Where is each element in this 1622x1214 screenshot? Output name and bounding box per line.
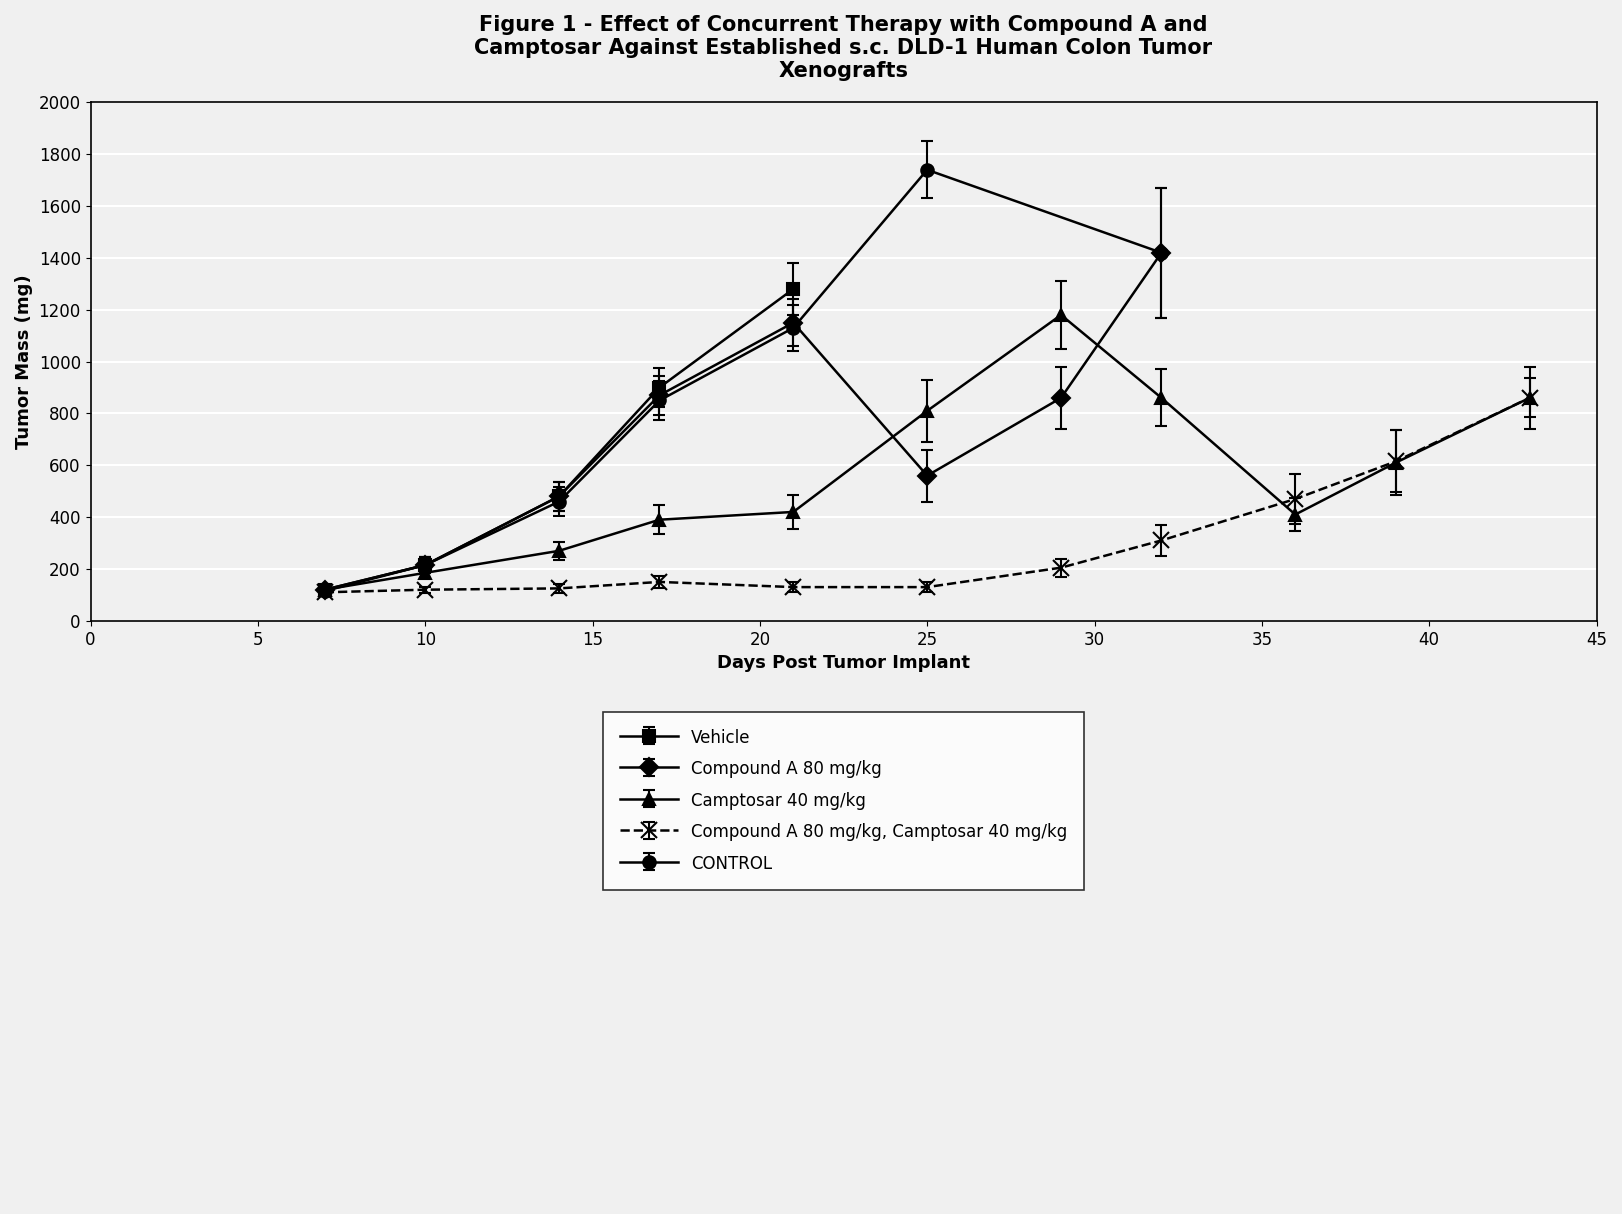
Y-axis label: Tumor Mass (mg): Tumor Mass (mg) <box>15 274 32 449</box>
Title: Figure 1 - Effect of Concurrent Therapy with Compound A and
Camptosar Against Es: Figure 1 - Effect of Concurrent Therapy … <box>475 15 1213 81</box>
X-axis label: Days Post Tumor Implant: Days Post Tumor Implant <box>717 654 970 673</box>
Legend: Vehicle, Compound A 80 mg/kg, Camptosar 40 mg/kg, Compound A 80 mg/kg, Camptosar: Vehicle, Compound A 80 mg/kg, Camptosar … <box>603 713 1083 890</box>
